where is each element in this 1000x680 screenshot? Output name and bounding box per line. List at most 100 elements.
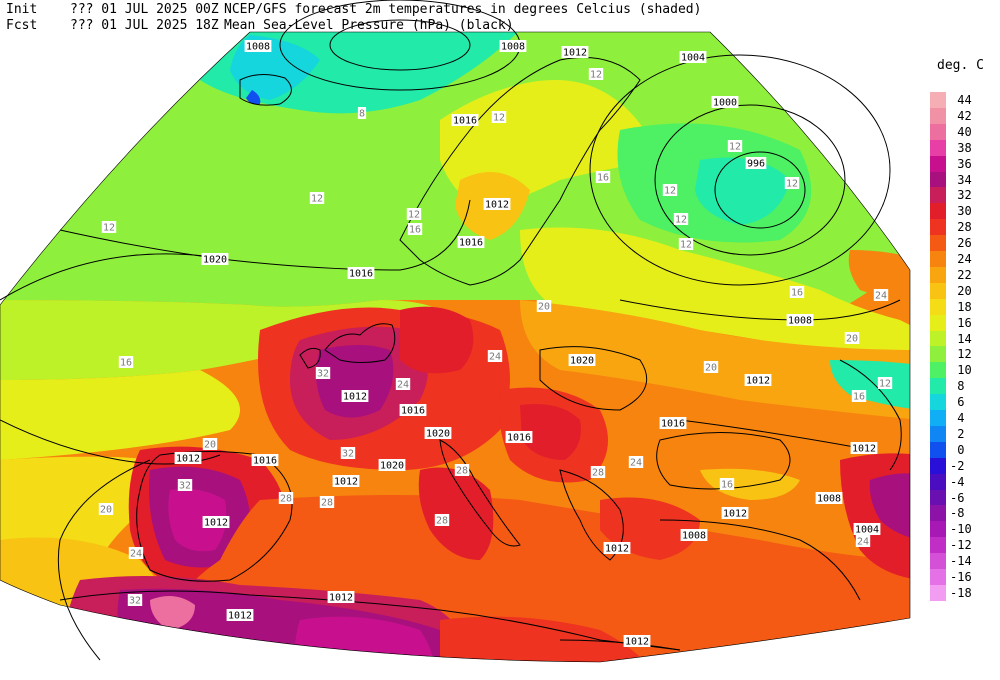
coast-italy xyxy=(439,439,521,547)
legend-label: -8 xyxy=(950,506,965,521)
isobar-label-box xyxy=(451,114,479,126)
legend-label: 30 xyxy=(950,204,972,219)
temp-label-box xyxy=(678,238,694,250)
isobar-label: 1020 xyxy=(203,255,227,266)
isobar-label: 1012 xyxy=(563,48,587,59)
legend-item: 22 xyxy=(930,266,992,283)
legend-label: 36 xyxy=(950,156,972,171)
temp-label: 16 xyxy=(597,173,609,184)
isobar-label-box xyxy=(483,198,511,210)
legend-item: 24 xyxy=(930,251,992,267)
temp-label-box xyxy=(434,514,450,526)
temp-label: 12 xyxy=(311,194,323,205)
isobar-label: 1020 xyxy=(570,356,594,367)
temp-label-box xyxy=(407,223,423,235)
temp-label: 16 xyxy=(791,288,803,299)
isobar-label: 1012 xyxy=(228,611,252,622)
legend-label: 2 xyxy=(950,426,965,441)
legend-swatch xyxy=(930,553,946,570)
header-fcst-time: ??? 01 JUL 2025 18Z xyxy=(70,18,219,33)
coast-north-africa xyxy=(59,590,681,651)
isobar-label-box xyxy=(568,354,596,366)
isobar-label: 1012 xyxy=(605,544,629,555)
temp-label-box xyxy=(309,192,325,204)
temp-label-box xyxy=(487,350,503,362)
legend-item: -16 xyxy=(930,569,992,585)
isobar-low-russia-1000 xyxy=(654,104,846,256)
temperature-labels: 8 12 12 12 12 12 12 12 12 12 12 12 16 16 16 16 16 16 20 20 2… xyxy=(98,68,893,607)
legend-swatch xyxy=(930,235,946,252)
temp-field-16-atlantic xyxy=(0,370,240,460)
isobar-label: 1012 xyxy=(204,518,228,529)
coast-turkey-south xyxy=(659,519,861,601)
temp-label-box xyxy=(454,464,470,476)
temp-label-box xyxy=(595,171,611,183)
isobar-low-iceland-1 xyxy=(329,19,471,71)
temp-label-box xyxy=(395,378,411,390)
isobar-label: 1008 xyxy=(788,316,812,327)
header-init-label: Init xyxy=(6,2,38,17)
legend-label: -14 xyxy=(950,554,972,569)
legend-label: 34 xyxy=(950,172,972,187)
isobar-label: 1012 xyxy=(343,392,367,403)
temp-label-box xyxy=(844,332,860,344)
legend-item: 40 xyxy=(930,123,992,140)
legend-swatch xyxy=(930,584,946,601)
temp-label-box xyxy=(177,479,193,491)
isobar-label-box xyxy=(659,417,687,429)
isobar-label: 1012 xyxy=(329,593,353,604)
temp-label-box xyxy=(128,547,144,559)
isobar-label: 1008 xyxy=(682,531,706,542)
temp-label-box xyxy=(202,438,218,450)
isobar-label-box xyxy=(378,459,406,471)
temp-label: 32 xyxy=(317,369,329,380)
temp-field-30-hungary xyxy=(520,404,581,460)
isobar-label-box xyxy=(332,475,360,487)
temp-label: 20 xyxy=(538,302,550,313)
coast-iceland xyxy=(239,74,292,106)
isobar-label-box xyxy=(786,314,814,326)
legend-swatch xyxy=(930,298,946,315)
legend-swatch xyxy=(930,107,946,124)
temp-field-34-france xyxy=(316,345,394,418)
temp-label: 24 xyxy=(130,549,142,560)
legend-item: -12 xyxy=(930,537,992,554)
legend-item: 36 xyxy=(930,155,992,172)
legend-label: -10 xyxy=(950,522,972,537)
temp-label-box xyxy=(662,184,678,196)
temp-label: 16 xyxy=(120,358,132,369)
temp-label-box xyxy=(98,503,114,515)
isobar-label-box xyxy=(202,516,230,528)
temp-label: 24 xyxy=(630,458,642,469)
isobar-low-russia-996 xyxy=(714,151,806,229)
coast-ireland xyxy=(299,347,321,369)
isobar-label-box xyxy=(251,454,279,466)
legend-label: 4 xyxy=(950,411,965,425)
isobar-1020-azores xyxy=(57,459,151,661)
temp-label: 16 xyxy=(721,480,733,491)
legend-item: 32 xyxy=(930,187,992,204)
temp-label: 20 xyxy=(100,505,112,516)
legend-label: -18 xyxy=(950,585,972,600)
temp-field-28-libya xyxy=(440,616,660,662)
temp-label: 24 xyxy=(489,352,501,363)
legend-swatch xyxy=(930,139,946,156)
isobar-label-box xyxy=(679,51,707,63)
isobar-label: 1012 xyxy=(334,477,358,488)
temp-label: 8 xyxy=(359,109,365,120)
isobar-label-box xyxy=(327,591,355,603)
legend-item: -14 xyxy=(930,553,992,570)
temp-label: 16 xyxy=(409,225,421,236)
temp-label-box xyxy=(673,213,689,225)
legend-swatch xyxy=(930,346,946,363)
isobar-label: 1004 xyxy=(855,525,879,536)
temp-label-box xyxy=(877,377,893,389)
isobar-label-box xyxy=(561,46,589,58)
temp-label-box xyxy=(588,68,604,80)
isobar-label-box xyxy=(680,529,708,541)
legend-item: 0 xyxy=(930,441,992,458)
isobar-1020-atlantic xyxy=(0,253,221,301)
legend-item: 14 xyxy=(930,330,992,347)
legend-label: 10 xyxy=(950,363,972,378)
